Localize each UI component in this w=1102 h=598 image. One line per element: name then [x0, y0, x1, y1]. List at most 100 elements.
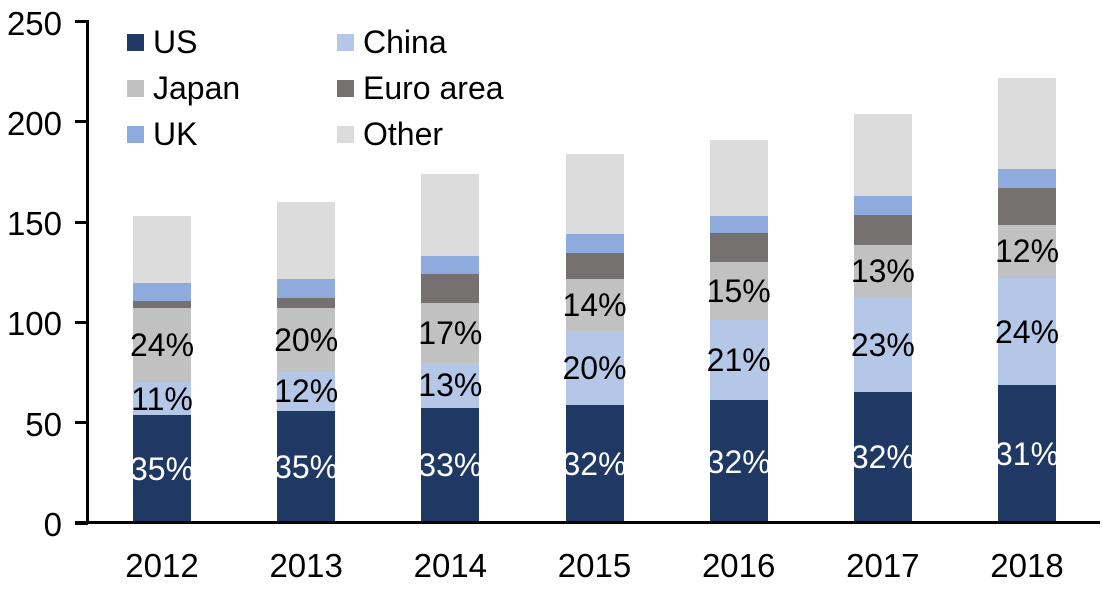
segment-label: 32%: [562, 445, 627, 482]
legend-label: UK: [153, 116, 198, 152]
x-axis-label-2013: 2013: [269, 547, 343, 584]
segment-euro-area-2017: [853, 214, 912, 245]
segment-japan-2013: 20%: [274, 307, 339, 373]
x-axis-label-2017: 2017: [846, 547, 920, 584]
segment-label: 12%: [274, 373, 339, 410]
segment-label: 17%: [418, 314, 483, 351]
legend-item-china: China: [337, 26, 504, 58]
legend-label: Other: [363, 116, 444, 152]
legend-label: Euro area: [363, 70, 504, 106]
segment-us-2014: 33%: [418, 407, 483, 523]
segment-japan-2017: 13%: [850, 244, 915, 298]
x-axis-line: [75, 521, 1100, 524]
segment-label: 20%: [562, 349, 627, 386]
y-axis-tick-label: 50: [25, 405, 62, 443]
segment-label: 35%: [129, 451, 195, 488]
segment-euro-area-2015: [565, 253, 624, 280]
segment-label: 31%: [994, 435, 1060, 472]
segment-uk-2017: [853, 195, 912, 215]
segment-uk-2016: [709, 216, 768, 234]
legend-item-us: US: [127, 26, 337, 58]
legend-swatch-us: [127, 33, 144, 51]
segment-other-2016: [709, 139, 768, 217]
segment-china-2017: 23%: [850, 297, 915, 392]
segment-china-2018: 24%: [994, 278, 1060, 385]
segment-label: 32%: [706, 443, 771, 480]
segment-china-2015: 20%: [562, 331, 627, 405]
segment-euro-area-2018: [998, 187, 1057, 225]
segment-us-2012: 35%: [129, 415, 195, 523]
x-axis-label-2015: 2015: [557, 547, 632, 584]
legend-swatch-euro-area: [337, 79, 354, 97]
segment-label: 20%: [274, 322, 339, 359]
segment-euro-area-2013: [277, 297, 336, 308]
segment-label: 33%: [418, 447, 483, 484]
segment-label: 24%: [129, 326, 195, 363]
y-axis-tick: [75, 421, 88, 425]
x-axis-label-2016: 2016: [701, 547, 776, 584]
legend-label: China: [363, 24, 447, 60]
y-axis-tick-label: 100: [6, 305, 62, 343]
legend-item-japan: Japan: [127, 72, 337, 104]
segment-us-2013: 35%: [274, 410, 338, 523]
segment-label: 15%: [706, 273, 771, 310]
segment-uk-2018: [998, 168, 1057, 188]
y-axis-tick: [75, 320, 88, 324]
legend-item-uk: UK: [127, 118, 337, 150]
segment-us-2018: 31%: [994, 384, 1060, 523]
y-axis-line: [86, 20, 89, 524]
segment-label: 13%: [418, 367, 483, 404]
segment-other-2014: [421, 173, 480, 256]
segment-other-2015: [565, 153, 624, 235]
segment-japan-2012: 24%: [129, 308, 195, 382]
y-axis-tick: [75, 20, 88, 23]
segment-us-2017: 32%: [850, 392, 915, 523]
segment-euro-area-2012: [133, 301, 191, 309]
legend-swatch-uk: [127, 125, 144, 143]
segment-china-2014: 13%: [418, 362, 483, 408]
segment-label: 32%: [850, 439, 915, 476]
segment-label: 13%: [850, 253, 915, 290]
x-axis-label-2014: 2014: [413, 547, 488, 584]
y-axis-tick-label: 250: [6, 4, 62, 42]
segment-other-2012: [133, 216, 191, 284]
segment-japan-2015: 14%: [562, 279, 627, 332]
segment-label: 12%: [994, 233, 1060, 270]
legend-label: US: [153, 24, 198, 60]
segment-label: 14%: [562, 287, 627, 324]
segment-label: 11%: [131, 380, 193, 417]
y-axis-tick-label: 150: [6, 205, 62, 243]
legend-item-other: Other: [337, 118, 504, 150]
segment-label: 23%: [850, 326, 915, 363]
legend-label: Japan: [153, 70, 241, 106]
segment-china-2016: 21%: [706, 319, 771, 401]
segment-other-2013: [277, 202, 336, 279]
legend-swatch-japan: [127, 79, 144, 97]
legend: US China Japan Euro area UK Other: [127, 19, 504, 157]
segment-label: 24%: [994, 313, 1060, 350]
segment-label: 21%: [706, 342, 771, 379]
x-axis-label-2018: 2018: [990, 547, 1064, 584]
segment-japan-2018: 12%: [994, 224, 1060, 279]
segment-china-2013: 12%: [274, 372, 339, 411]
x-axis-label-2012: 2012: [125, 547, 199, 584]
segment-euro-area-2016: [709, 233, 768, 263]
segment-uk-2014: [421, 256, 480, 275]
legend-swatch-china: [337, 33, 354, 51]
segment-us-2015: 32%: [562, 404, 627, 523]
segment-uk-2013: [277, 278, 336, 298]
y-axis-tick-label: 200: [6, 104, 62, 142]
y-axis-tick: [75, 220, 88, 224]
segment-uk-2012: [133, 283, 191, 302]
segment-china-2012: 11%: [131, 380, 193, 417]
segment-other-2017: [853, 113, 912, 196]
segment-us-2016: 32%: [706, 400, 771, 523]
legend-swatch-other: [337, 125, 354, 143]
y-axis-tick: [75, 120, 88, 124]
y-axis-tick-label: 0: [43, 506, 62, 543]
segment-other-2018: [998, 77, 1057, 169]
segment-japan-2014: 17%: [418, 303, 483, 363]
legend-item-euro-area: Euro area: [337, 72, 504, 104]
segment-uk-2015: [565, 234, 624, 254]
